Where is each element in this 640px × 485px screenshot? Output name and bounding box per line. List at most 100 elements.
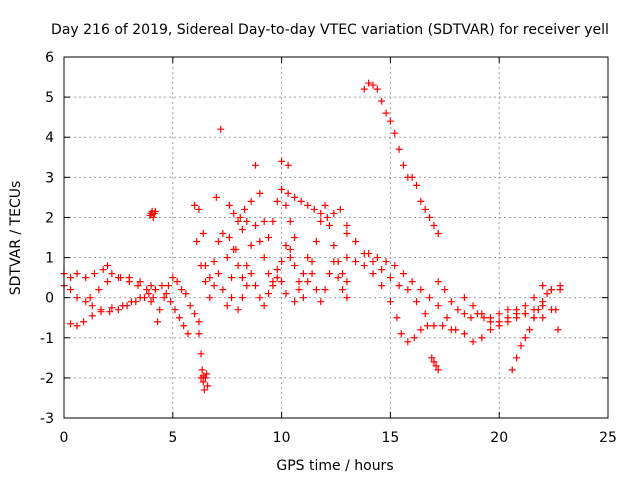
x-axis-label: GPS time / hours [276,458,393,474]
data-point [178,286,186,294]
data-point [234,217,242,225]
data-point [554,326,562,334]
data-point [251,161,259,169]
data-point [432,362,440,370]
data-point [114,306,122,314]
data-point [82,274,90,282]
y-tick-label: -1 [40,331,54,347]
data-point [251,221,259,229]
data-point [552,306,560,314]
data-point [426,294,434,302]
series-ridge-8-10h-low [234,266,290,314]
data-point [291,234,299,241]
data-point [73,294,81,302]
data-points [60,79,564,394]
data-point [478,310,486,318]
data-point [508,366,516,374]
data-point [321,286,329,294]
data-point [310,205,318,213]
data-point [95,286,103,294]
data-point [143,286,151,294]
data-point [151,207,159,215]
data-point [210,258,218,266]
x-tick-label: 25 [599,430,617,446]
data-point [265,234,273,241]
y-tick-label: -2 [40,371,54,387]
series-steep-descent [360,79,442,237]
data-point [147,282,155,290]
data-point [167,298,175,306]
data-point [547,286,555,294]
data-point [219,286,227,294]
series-ridge-10-13h-low [291,254,351,306]
data-point [336,205,344,213]
data-point [469,338,477,346]
data-point [200,386,208,394]
data-point [495,322,503,330]
data-point [360,85,368,93]
series-ridge-6-8h [191,201,249,282]
data-point [243,217,251,225]
data-point [430,358,438,366]
data-point [154,318,162,326]
data-point [234,306,242,314]
data-point [282,242,290,250]
data-point [108,304,116,312]
data-point [480,314,488,322]
data-point [214,238,222,246]
data-point [343,254,351,262]
data-point [373,254,381,262]
data-point [243,262,251,270]
data-point [197,350,205,358]
data-point [447,298,455,306]
data-point [149,213,157,221]
data-point [526,326,534,334]
data-point [151,286,159,294]
series-ridge-8-10h [225,161,299,241]
data-point [173,278,181,286]
data-point [273,197,281,205]
data-point [513,314,521,322]
data-point [136,294,144,302]
data-point [441,286,449,294]
data-point [404,286,412,294]
data-point [434,302,442,310]
data-point [323,213,331,221]
data-point [206,274,214,282]
data-point [108,270,116,278]
data-point [191,310,199,318]
series-cluster-17h-dip [428,354,442,374]
data-point [386,298,394,306]
data-point [534,306,542,314]
data-point [136,278,144,286]
data-point [434,278,442,286]
data-point [260,217,268,225]
data-point [158,282,166,290]
data-point [160,294,168,302]
data-point [413,298,421,306]
data-point [278,185,286,193]
data-point [217,125,225,133]
data-point [443,314,451,322]
data-point [162,290,170,298]
data-point [243,282,251,290]
data-point [395,145,403,153]
data-point [417,286,425,294]
data-point [369,81,377,89]
data-point [99,266,107,274]
data-point [265,270,273,278]
data-point [408,278,416,286]
data-point [339,270,347,278]
data-point [454,306,462,314]
data-point [317,217,325,225]
y-tick-label: 6 [45,50,54,66]
y-tick-label: 3 [45,170,54,186]
data-point [286,246,294,254]
series-track-c [154,274,203,326]
data-point [291,193,299,201]
data-point [417,197,425,205]
data-point [460,294,468,302]
series-rise-20-23h [508,286,564,374]
data-point [317,298,325,306]
